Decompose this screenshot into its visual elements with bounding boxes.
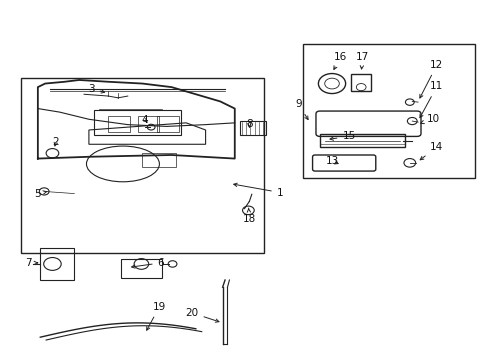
- Bar: [120, 258, 162, 278]
- Bar: [40, 248, 74, 280]
- Text: 9: 9: [295, 99, 307, 120]
- Text: 11: 11: [419, 81, 443, 118]
- Text: 14: 14: [419, 142, 443, 160]
- Text: 12: 12: [419, 60, 443, 98]
- Text: 10: 10: [420, 113, 439, 124]
- Text: 2: 2: [52, 138, 59, 148]
- Bar: [302, 44, 474, 178]
- Bar: [137, 116, 159, 132]
- Text: 5: 5: [35, 189, 47, 199]
- Text: 20: 20: [185, 308, 219, 322]
- Text: 3: 3: [88, 84, 104, 94]
- Text: 16: 16: [333, 52, 346, 69]
- Bar: [142, 153, 176, 167]
- Text: 1: 1: [233, 183, 283, 198]
- Text: 7: 7: [25, 258, 38, 268]
- Text: 19: 19: [146, 302, 166, 330]
- Bar: [319, 134, 404, 147]
- Bar: [108, 116, 130, 132]
- Bar: [94, 111, 181, 135]
- Bar: [157, 116, 179, 132]
- Bar: [239, 121, 266, 135]
- Text: 13: 13: [325, 157, 339, 166]
- Text: 17: 17: [355, 52, 368, 69]
- Text: 8: 8: [245, 118, 252, 129]
- Bar: [21, 78, 264, 253]
- Text: 15: 15: [329, 131, 355, 141]
- Bar: [351, 73, 370, 91]
- Text: 4: 4: [141, 115, 148, 125]
- Text: 18: 18: [242, 208, 255, 224]
- Text: 6: 6: [131, 258, 164, 268]
